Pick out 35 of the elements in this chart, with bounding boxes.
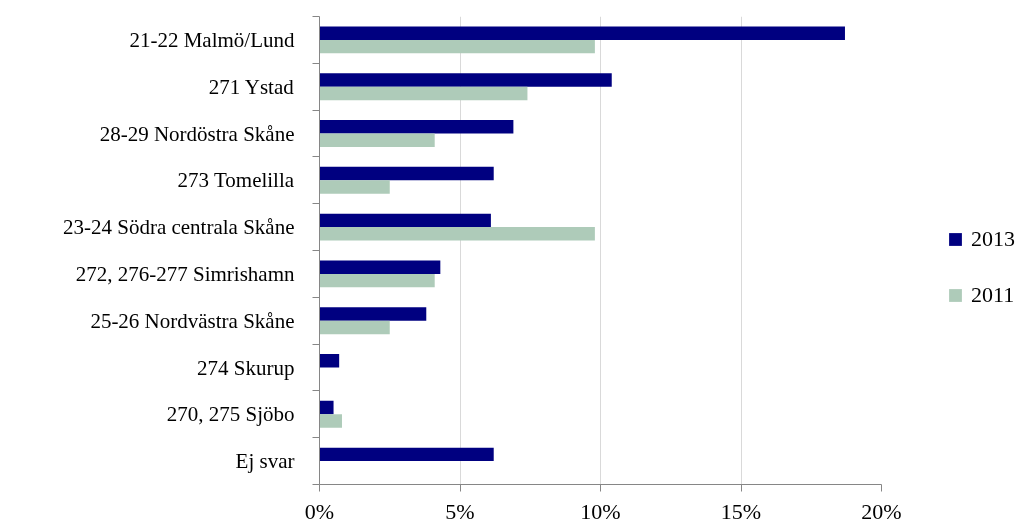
y-tick-label: 28-29 Nordöstra Skåne <box>99 121 295 146</box>
y-tick-label: Ej svar <box>235 449 295 474</box>
bar <box>319 260 441 274</box>
bar <box>319 120 514 134</box>
bar <box>319 400 334 415</box>
bar <box>319 26 845 40</box>
bar <box>319 307 427 321</box>
y-tick-label: 270, 275 Sjöbo <box>166 402 295 427</box>
y-tick-label: 272, 276-277 Simrishamn <box>75 261 295 286</box>
bar <box>319 39 595 54</box>
bar <box>319 320 390 335</box>
legend-label: 2011 <box>971 282 1015 308</box>
bar <box>319 86 528 101</box>
y-tick-label: 274 Skurup <box>197 355 295 380</box>
x-tick-label: 0% <box>304 498 335 524</box>
bar <box>319 227 595 241</box>
bar <box>319 133 435 147</box>
bar <box>319 73 612 87</box>
bar <box>319 447 494 462</box>
y-tick-label: 21-22 Malmö/Lund <box>129 27 295 52</box>
y-tick-label: 23-24 Södra centrala Skåne <box>63 215 295 240</box>
bar <box>319 414 342 428</box>
y-tick-label: 25-26 Nordvästra Skåne <box>90 308 295 333</box>
x-tick-label: 20% <box>861 498 902 524</box>
bar <box>319 213 491 228</box>
bar <box>319 354 340 368</box>
bar <box>319 180 390 194</box>
legend-label: 2013 <box>971 226 1015 252</box>
x-tick-label: 5% <box>445 498 475 524</box>
x-tick-label: 10% <box>580 498 621 524</box>
bar <box>319 166 494 181</box>
y-tick-label: 271 Ystad <box>208 74 295 99</box>
x-tick-label: 15% <box>720 498 762 524</box>
y-tick-label: 273 Tomelilla <box>177 168 295 193</box>
bar <box>319 273 435 288</box>
